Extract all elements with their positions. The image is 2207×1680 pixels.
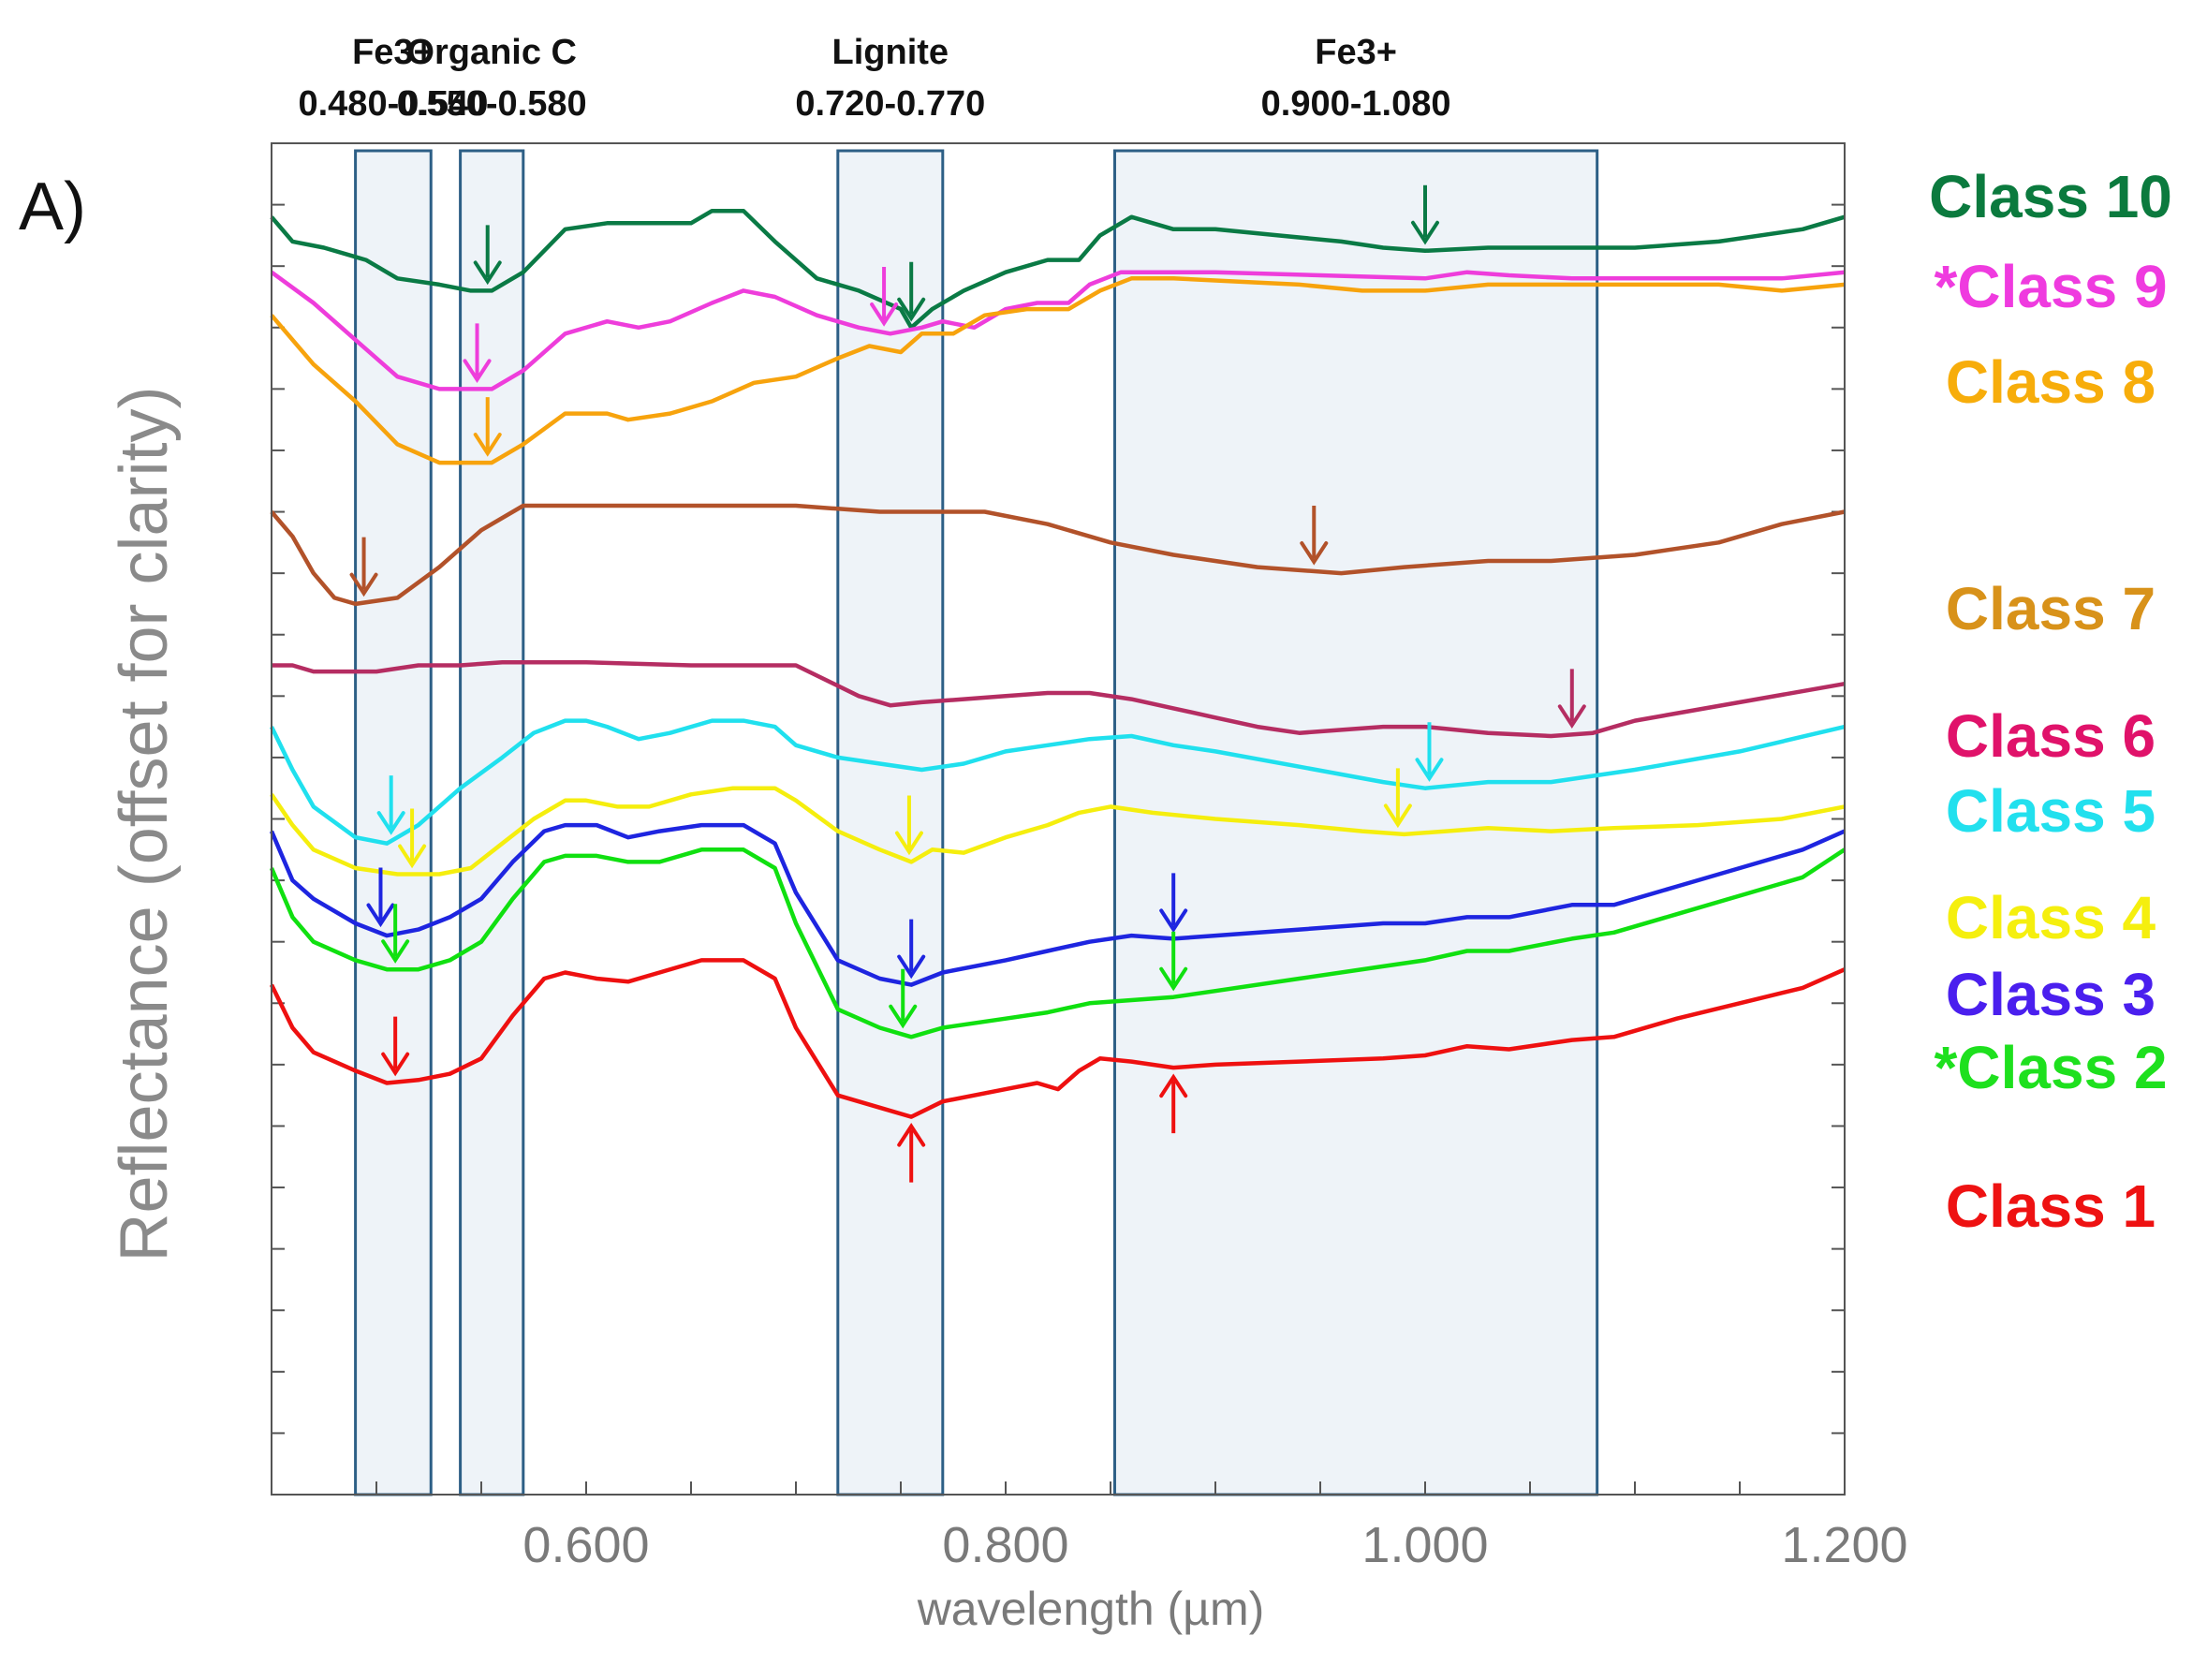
plot-frame <box>271 142 1846 1496</box>
feature-arrow-7 <box>1300 506 1329 566</box>
legend-entry-6: Class 4 <box>1946 884 2156 951</box>
band-1 <box>459 149 525 1496</box>
legend-entry-1: *Class 9 <box>1934 253 2167 320</box>
feature-arrow-15 <box>897 919 926 980</box>
band-range-2: 0.720-0.770 <box>795 84 985 124</box>
legend-entry-5: Class 5 <box>1946 777 2156 845</box>
band-range-0: 0.480-0.540 <box>298 84 488 124</box>
legend-entry-8: *Class 2 <box>1934 1034 2167 1101</box>
feature-arrow-14 <box>366 867 395 928</box>
x-tick-label: 1.200 <box>1781 1517 1907 1573</box>
feature-arrow-17 <box>381 904 410 964</box>
feature-arrows <box>349 184 1586 1183</box>
series-line-7 <box>269 822 1846 987</box>
band-3 <box>1112 149 1599 1496</box>
feature-arrow-0 <box>473 225 502 286</box>
band-range-3: 0.900-1.080 <box>1261 84 1451 124</box>
band-title-3: Fe3+ <box>1315 33 1397 72</box>
series-line-3 <box>270 503 1846 607</box>
x-tick-label: 0.600 <box>522 1517 649 1573</box>
feature-arrow-4 <box>870 267 899 327</box>
band-2 <box>836 149 945 1496</box>
x-axis-label: wavelength (µm) <box>917 1583 1265 1635</box>
feature-arrow-13 <box>1383 768 1412 829</box>
series-line-4 <box>272 659 1846 739</box>
feature-arrow-5 <box>473 397 502 457</box>
series-line-8 <box>269 847 1847 1039</box>
feature-arrow-2 <box>1411 184 1439 245</box>
x-tick-label: 1.000 <box>1361 1517 1488 1573</box>
legend-entry-2: Class 8 <box>1946 348 2156 416</box>
feature-arrow-19 <box>1159 931 1188 992</box>
legend-entry-3: Class 7 <box>1946 575 2156 642</box>
series-line-9 <box>269 958 1846 1119</box>
legend-entry-0: Class 10 <box>1929 163 2172 230</box>
feature-arrow-21 <box>897 1122 926 1183</box>
feature-arrow-3 <box>463 323 492 384</box>
band-titles: Fe3+ 0.480-0.540 Organic C 0.550-0.580 Ligni… <box>298 33 1450 124</box>
feature-arrow-6 <box>349 537 378 597</box>
feature-arrow-1 <box>897 261 926 322</box>
band-title-0: Fe3+ <box>352 33 434 72</box>
legend-entry-7: Class 3 <box>1946 961 2156 1028</box>
feature-arrow-12 <box>894 795 923 856</box>
feature-arrow-8 <box>1557 669 1586 729</box>
legend-entry-9: Class 1 <box>1946 1172 2156 1240</box>
axis-ticks <box>272 203 1845 1495</box>
legend-entry-4: Class 6 <box>1946 702 2156 770</box>
series-line-1 <box>270 270 1846 391</box>
feature-arrow-9 <box>376 775 405 835</box>
feature-arrow-10 <box>1415 722 1444 782</box>
spectra-lines <box>269 208 1847 1119</box>
feature-arrow-16 <box>1159 873 1188 934</box>
band-title-1: Organic C <box>406 33 577 72</box>
panel-label: A) <box>19 169 86 244</box>
feature-arrow-18 <box>889 968 918 1029</box>
series-line-2 <box>270 276 1846 465</box>
series-line-5 <box>269 718 1846 846</box>
feature-arrow-22 <box>1159 1073 1188 1134</box>
series-line-6 <box>270 786 1846 877</box>
band-title-2: Lignite <box>832 33 949 72</box>
legend: Class 10 *Class 9 Class 8 Class 7 Class 6 Cla… <box>1929 163 2172 1240</box>
y-axis-label: Reflectance (offset for clarity) <box>107 386 182 1261</box>
band-range-1: 0.550-0.580 <box>397 84 587 124</box>
feature-arrow-20 <box>381 1016 410 1077</box>
feature-arrow-11 <box>398 808 427 869</box>
x-tick-label: 0.800 <box>942 1517 1068 1573</box>
absorption-bands <box>354 149 1599 1496</box>
x-tick-labels: 0.600 0.800 1.000 1.200 <box>522 1517 1907 1573</box>
